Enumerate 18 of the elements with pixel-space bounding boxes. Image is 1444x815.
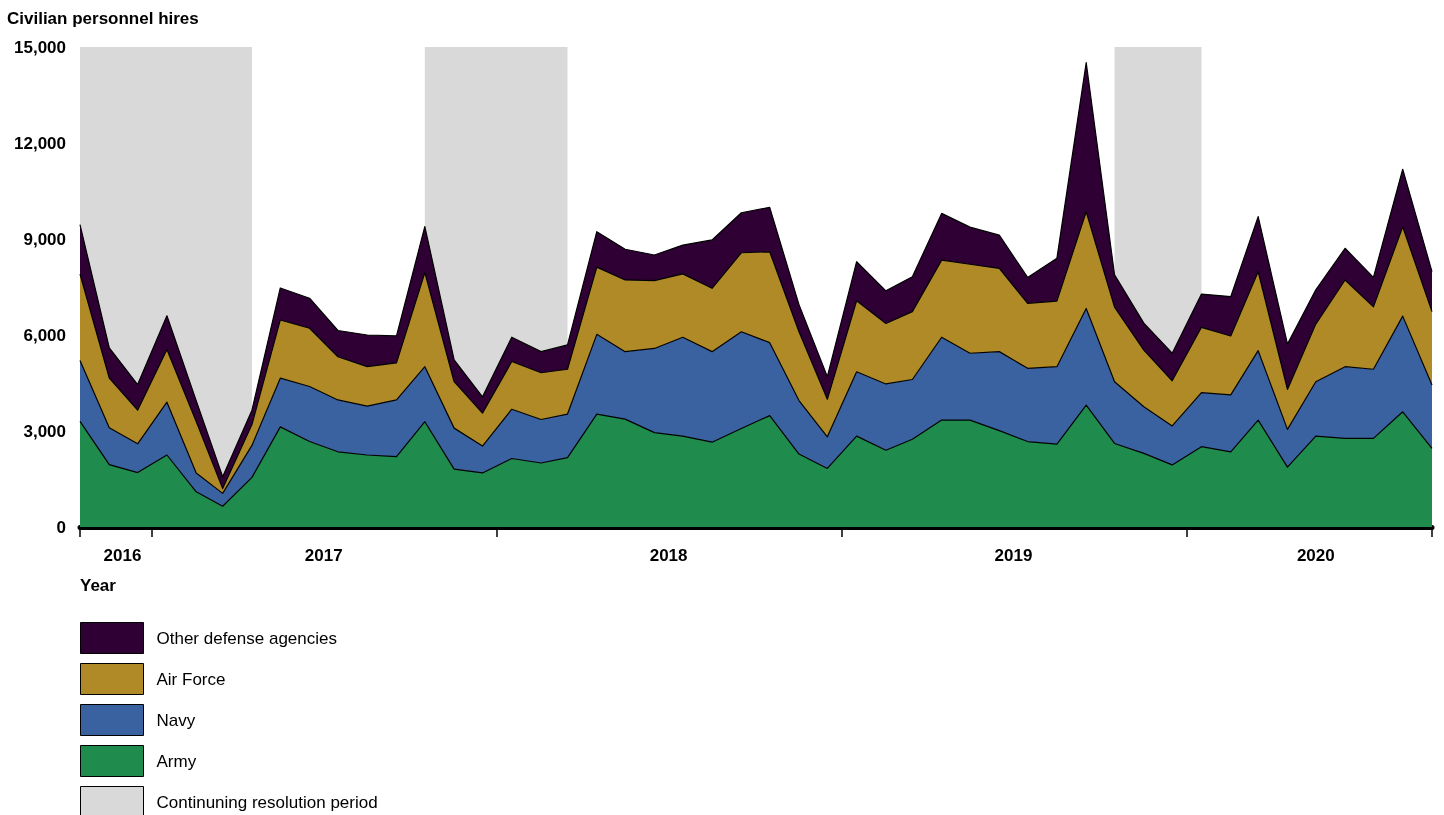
y-axis-title: Civilian personnel hires [7,9,199,28]
legend-label: Other defense agencies [156,628,338,648]
legend-label: Navy [156,710,196,730]
x-tick-label: 2018 [649,546,688,565]
x-tick-label: 2017 [304,546,343,565]
y-tick-label: 0 [56,517,66,537]
y-tick-label: 12,000 [14,133,66,153]
legend-label: Air Force [156,669,226,689]
y-tick-label: 15,000 [14,37,66,57]
legend-label: Continuning resolution period [156,792,378,812]
x-tick-label: 2019 [994,546,1033,565]
x-axis-title: Year [80,576,117,595]
y-tick-label: 6,000 [23,325,66,345]
x-tick-label: 2016 [103,546,142,565]
legend-label: Army [156,751,197,771]
y-tick-label: 3,000 [23,421,66,441]
y-tick-label: 9,000 [23,229,66,249]
x-tick-label: 2020 [1296,546,1335,565]
